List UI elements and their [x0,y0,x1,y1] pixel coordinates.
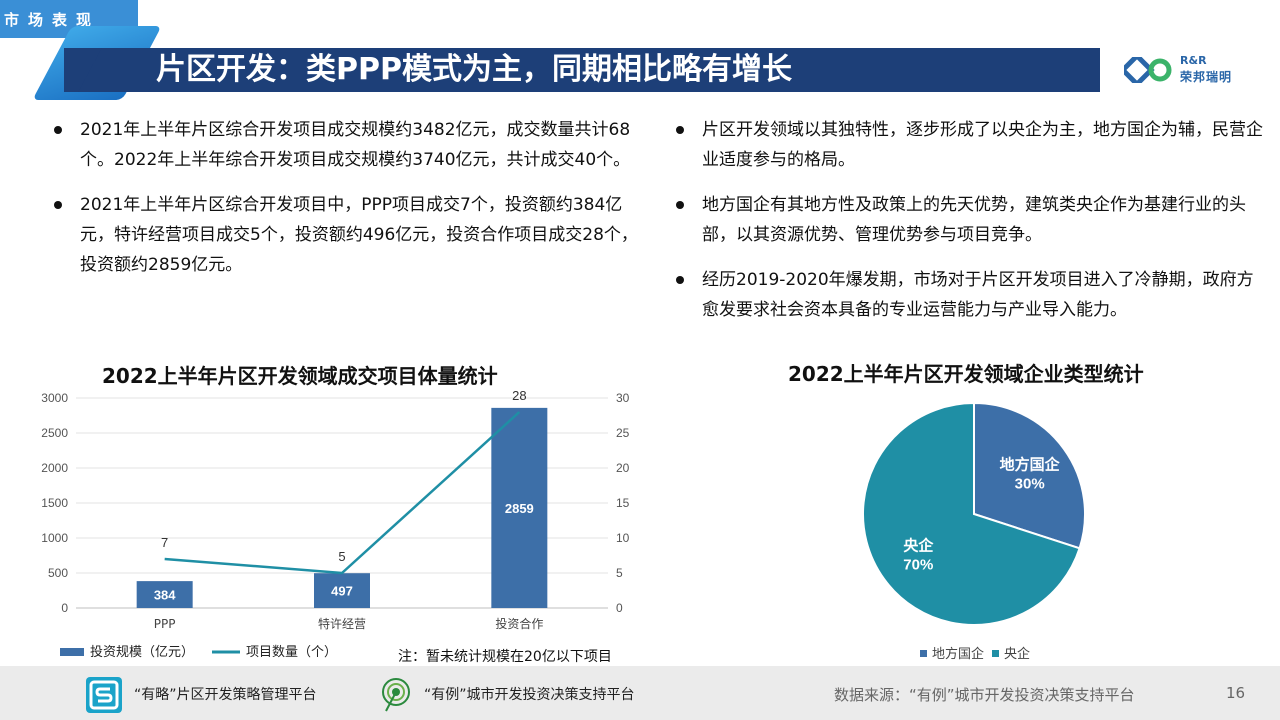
legend-label: 央企 [1004,646,1030,662]
pie-slice-label: 央企 [903,536,934,554]
pie-slice [973,401,1086,550]
pie-slice-value: 30% [1015,476,1045,493]
y-left-tick-label: 500 [48,566,68,580]
legend-bar-swatch [60,648,84,656]
bullet-icon [676,276,684,284]
youli-platform-icon [377,675,415,713]
section-tag-label: 市场表现 [4,11,101,29]
list-item: 片区开发领域以其独特性，逐步形成了以央企为主，地方国企为辅，民营企业适度参与的格… [674,115,1264,175]
pie-slice-label: 地方国企 [1000,456,1061,474]
bar-line-chart: 0 500 1000 1500 2000 2500 3000 0 5 10 15 20 25 30 384 P… [41,388,630,660]
line-value-label: 5 [338,549,345,564]
pie-chart-title: 2022上半年片区开发领域企业类型统计 [788,362,1144,386]
footer-platform-2: “有例”城市开发投资决策支持平台 [424,687,635,703]
bar-value-label: 497 [331,584,353,599]
s-logo-icon [89,680,119,710]
y-right-tick-label: 5 [616,566,623,580]
bar [314,573,370,608]
y-left-tick-label: 0 [61,601,68,615]
logo-english-text: R&R [1180,54,1207,67]
y-right-tick-label: 30 [616,391,630,405]
page-title: 片区开发：类PPP模式为主，同期相比略有增长 [156,52,792,87]
bullet-text: 地方国企有其地方性及政策上的先天优势，建筑类央企作为基建行业的头部，以其资源优势… [702,195,1246,245]
company-logo: R&R 荣邦瑞明 [1118,48,1280,92]
bar-value-label: 384 [154,588,176,603]
bar-value-label: 2859 [505,501,534,516]
y-left-tick-label: 1500 [41,496,68,510]
footer-platform-1: “有略”片区开发策略管理平台 [134,687,317,703]
legend-label: 投资规模（亿元） [90,644,194,660]
youlue-platform-icon [86,677,122,713]
list-item: 2021年上半年片区综合开发项目中，PPP项目成交7个，投资额约384亿元，特许… [52,190,642,280]
legend-swatch [992,650,999,657]
line-value-label: 28 [512,388,526,403]
bullet-icon [54,126,62,134]
y-right-tick-label: 20 [616,461,630,475]
bullet-text: 2021年上半年片区综合开发项目中，PPP项目成交7个，投资额约384亿元，特许… [80,195,638,275]
legend-label: 项目数量（个） [246,645,337,660]
pie-slice-value: 70% [903,556,933,573]
target-logo-icon [382,678,410,712]
legend-label: 地方国企 [932,646,984,662]
y-left-tick-label: 3000 [41,391,68,405]
data-source: 数据来源：“有例”城市开发投资决策支持平台 [834,686,1135,704]
bullet-text: 经历2019-2020年爆发期，市场对于片区开发项目进入了冷静期，政府方愈发要求… [702,270,1254,320]
bullet-icon [676,201,684,209]
list-item: 2021年上半年片区综合开发项目成交规模约3482亿元，成交数量共计68个。20… [52,115,642,175]
pie-slice [862,401,1081,626]
bullet-text: 片区开发领域以其独特性，逐步形成了以央企为主，地方国企为辅，民营企业适度参与的格… [702,120,1263,170]
legend-swatch [920,650,927,657]
y-left-tick-label: 2500 [41,426,68,440]
chart-note: 注：暂未统计规模在20亿以下项目 [398,649,612,665]
bullet-icon [54,201,62,209]
x-tick-label: PPP [154,617,176,631]
series-line [164,411,521,575]
bar [136,581,193,608]
bar [491,407,548,608]
y-right-tick-label: 15 [616,496,630,510]
bullet-text: 2021年上半年片区综合开发项目成交规模约3482亿元，成交数量共计68个。20… [80,120,631,170]
logo-mark-icon [1124,57,1172,83]
list-item: 地方国企有其地方性及政策上的先天优势，建筑类央企作为基建行业的头部，以其资源优势… [674,190,1264,250]
x-tick-label: 投资合作 [495,616,543,631]
title-band [64,48,1100,92]
bullet-icon [676,126,684,134]
y-left-tick-label: 2000 [41,461,68,475]
list-item: 经历2019-2020年爆发期，市场对于片区开发项目进入了冷静期，政府方愈发要求… [674,265,1264,325]
logo-chinese-text: 荣邦瑞明 [1180,70,1233,84]
footer-bar [0,666,1280,720]
page-number: 16 [1226,684,1246,702]
y-left-tick-label: 1000 [41,531,68,545]
x-tick-label: 特许经营 [318,616,366,631]
right-bullet-list: 片区开发领域以其独特性，逐步形成了以央企为主，地方国企为辅，民营企业适度参与的格… [674,115,1264,340]
line-value-label: 7 [161,535,168,550]
bar-chart-title: 2022上半年片区开发领域成交项目体量统计 [102,364,498,388]
y-right-tick-label: 0 [616,601,623,615]
y-right-tick-label: 10 [616,531,630,545]
left-bullet-list: 2021年上半年片区综合开发项目成交规模约3482亿元，成交数量共计68个。20… [52,115,642,295]
y-right-tick-label: 25 [616,426,630,440]
